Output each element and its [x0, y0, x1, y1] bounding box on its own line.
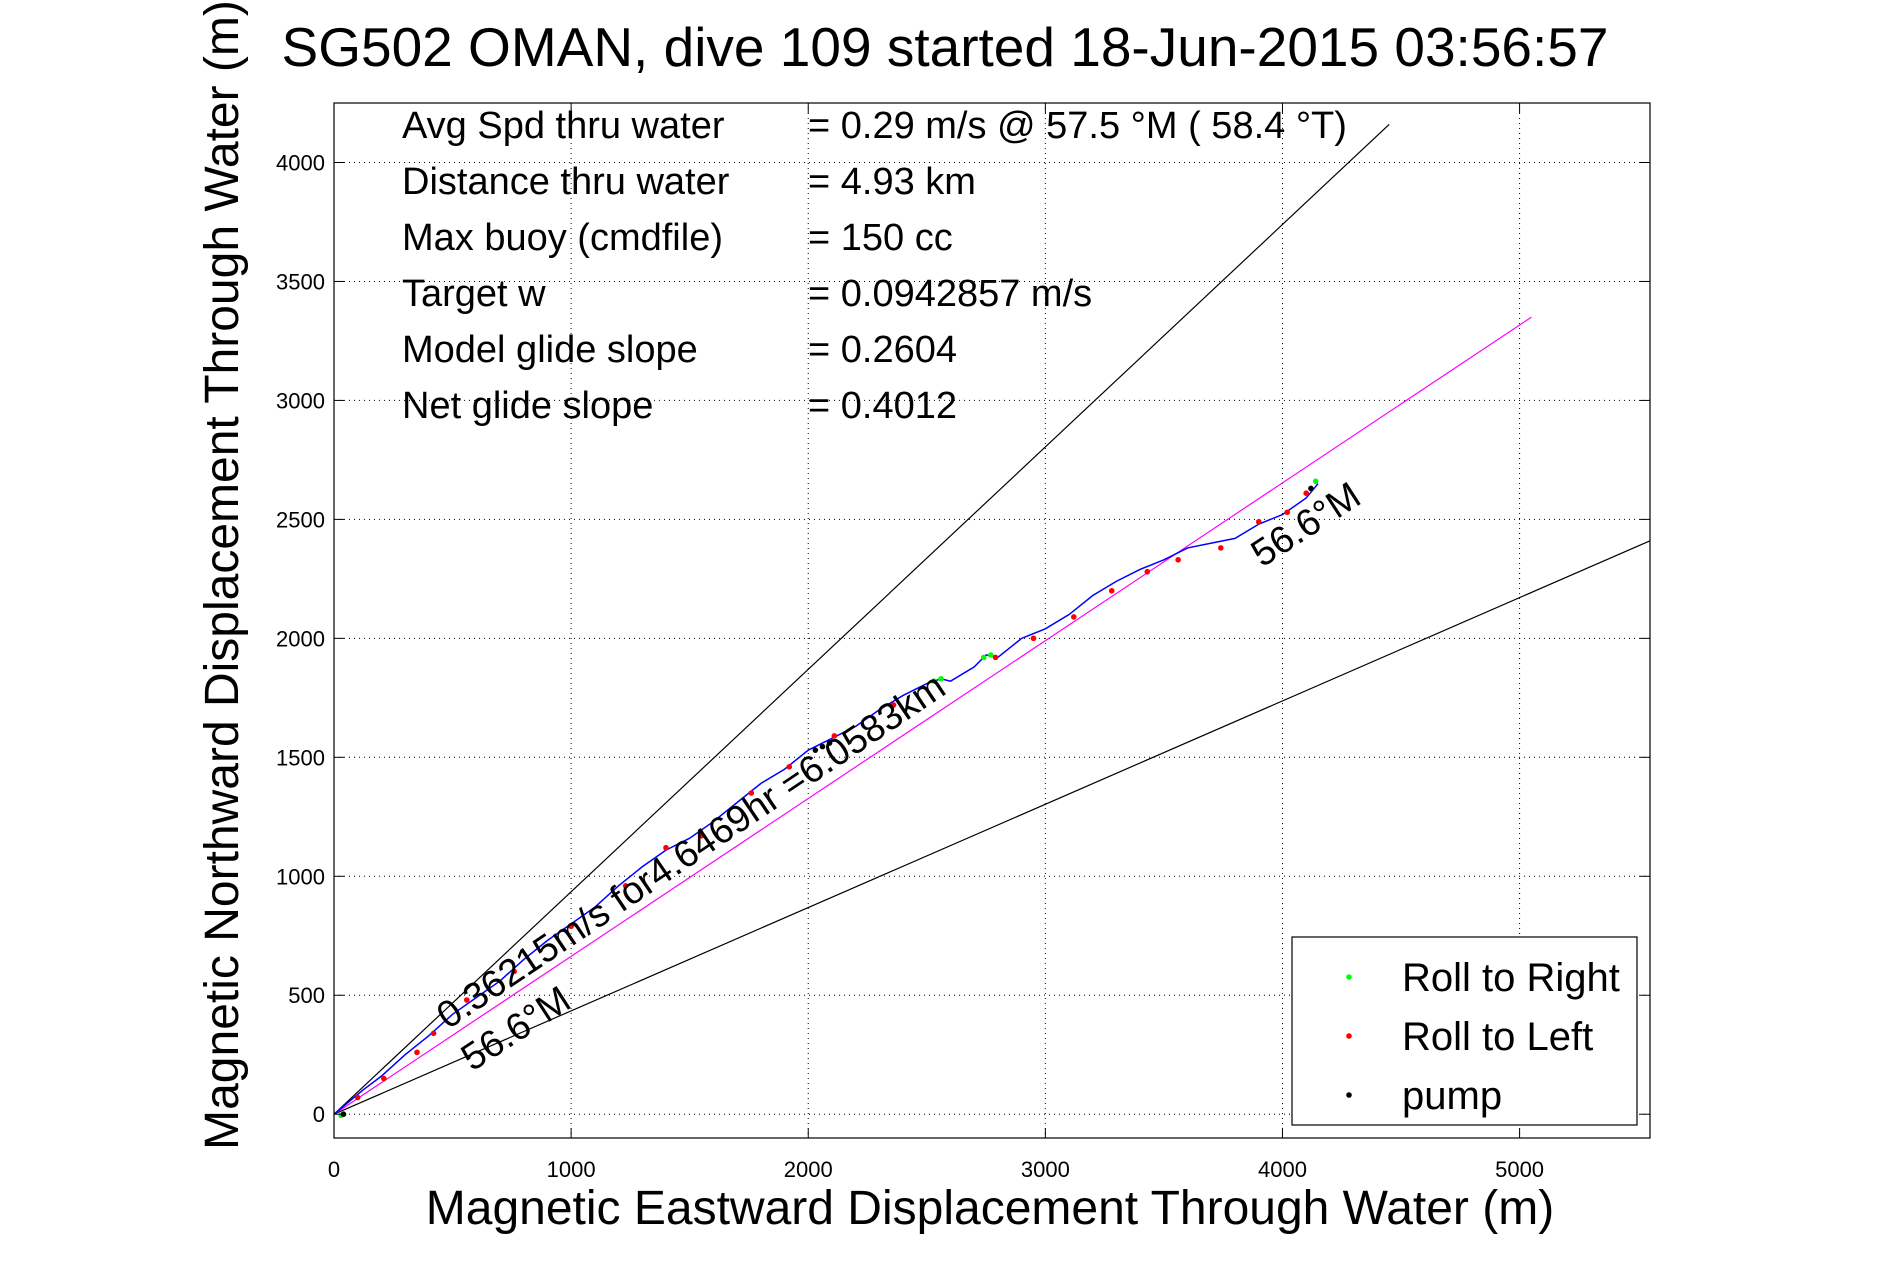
marker-roll-left	[463, 997, 470, 1003]
x-axis-label: Magnetic Eastward Displacement Through W…	[426, 1182, 1554, 1235]
x-tick-label: 5000	[1495, 1157, 1544, 1182]
marker-roll-left	[622, 882, 629, 889]
y-tick-label: 2000	[276, 626, 325, 651]
marker-roll-right	[938, 675, 944, 682]
y-tick-label: 1000	[276, 864, 325, 889]
y-axis-label: Magnetic Northward Displacement Through …	[196, 0, 249, 1150]
y-tick-label: 500	[288, 983, 325, 1008]
marker-roll-left	[354, 1094, 361, 1101]
marker-roll-left	[414, 1049, 420, 1056]
stat-value: = 0.2604	[808, 329, 957, 371]
reference-line-lower-bound	[333, 540, 1651, 1115]
stat-label: Net glide slope	[402, 385, 653, 427]
marker-pump	[1308, 485, 1314, 492]
marker-roll-right	[988, 652, 994, 658]
y-tick-label: 3000	[276, 388, 325, 413]
marker-roll-left	[1144, 568, 1151, 575]
stat-value: = 4.93 km	[808, 161, 976, 203]
stat-value: = 150 cc	[808, 217, 953, 259]
legend-marker	[1346, 974, 1352, 980]
reference-lines	[333, 123, 1651, 1115]
marker-roll-left	[1303, 490, 1309, 497]
marker-roll-left	[1071, 614, 1077, 620]
chart-title: SG502 OMAN, dive 109 started 18-Jun-2015…	[282, 16, 1609, 78]
marker-roll-left	[511, 968, 518, 975]
marker-roll-left	[430, 1030, 437, 1037]
legend-entry: pump	[1402, 1074, 1502, 1118]
x-tick-label: 0	[328, 1157, 340, 1182]
marker-roll-left	[663, 844, 669, 851]
track-line	[333, 483, 1319, 1115]
event-markers	[338, 478, 1319, 1119]
legend-marker	[1346, 1092, 1352, 1098]
x-tick-label: 4000	[1258, 1157, 1307, 1182]
marker-roll-left	[831, 733, 838, 739]
marker-roll-left	[1030, 635, 1037, 642]
marker-pump	[826, 740, 833, 746]
marker-pump	[819, 743, 826, 750]
legend-marker	[1346, 1033, 1352, 1039]
stat-value: = 0.29 m/s @ 57.5 °M ( 58.4 °T)	[808, 105, 1347, 147]
stat-label: Avg Spd thru water	[402, 105, 725, 147]
stats-block: Avg Spd thru water = 0.29 m/s @ 57.5 °M (…	[402, 105, 1347, 427]
legend: Roll to Right Roll to Left pump	[1291, 936, 1638, 1126]
y-tick-label: 0	[313, 1102, 325, 1127]
y-tick-label: 1500	[276, 745, 325, 770]
stat-label: Model glide slope	[402, 329, 698, 371]
stat-label: Max buoy (cmdfile)	[402, 217, 723, 259]
x-tick-label: 1000	[547, 1157, 596, 1182]
marker-roll-left	[786, 764, 793, 770]
axis-ticks: 0 1000 2000 3000 4000 5000 0 500 1000 1500 2000 250…	[276, 103, 1650, 1182]
y-tick-label: 2500	[276, 507, 325, 532]
y-tick-label: 4000	[276, 150, 325, 175]
marker-roll-left	[992, 654, 999, 661]
marker-roll-right	[980, 654, 987, 661]
marker-roll-right	[1312, 478, 1319, 485]
stat-label: Distance thru water	[402, 161, 730, 203]
stat-label: Target w	[402, 273, 546, 315]
marker-roll-left	[568, 923, 574, 930]
marker-roll-left	[380, 1075, 387, 1082]
stat-value: = 0.0942857 m/s	[808, 273, 1092, 315]
legend-entry: Roll to Left	[1402, 1015, 1593, 1059]
marker-roll-left	[1218, 545, 1224, 551]
marker-roll-left	[1175, 557, 1181, 563]
marker-pump	[812, 747, 819, 753]
marker-roll-left	[748, 790, 755, 796]
plot-frame	[333, 102, 1651, 1139]
x-tick-label: 3000	[1021, 1157, 1070, 1182]
marker-roll-left	[1108, 587, 1115, 594]
marker-roll-left	[1284, 509, 1291, 516]
x-tick-label: 2000	[784, 1157, 833, 1182]
marker-roll-left	[1255, 518, 1262, 525]
reference-line-net-track	[333, 316, 1532, 1115]
reference-line-upper-bound	[333, 123, 1390, 1115]
marker-roll-left	[890, 702, 897, 708]
stat-value: = 0.4012	[808, 385, 957, 427]
y-tick-label: 3500	[276, 269, 325, 294]
legend-entry: Roll to Right	[1402, 956, 1620, 1000]
marker-roll-left	[698, 833, 705, 839]
track-series	[333, 483, 1319, 1115]
marker-roll-right	[931, 678, 937, 684]
